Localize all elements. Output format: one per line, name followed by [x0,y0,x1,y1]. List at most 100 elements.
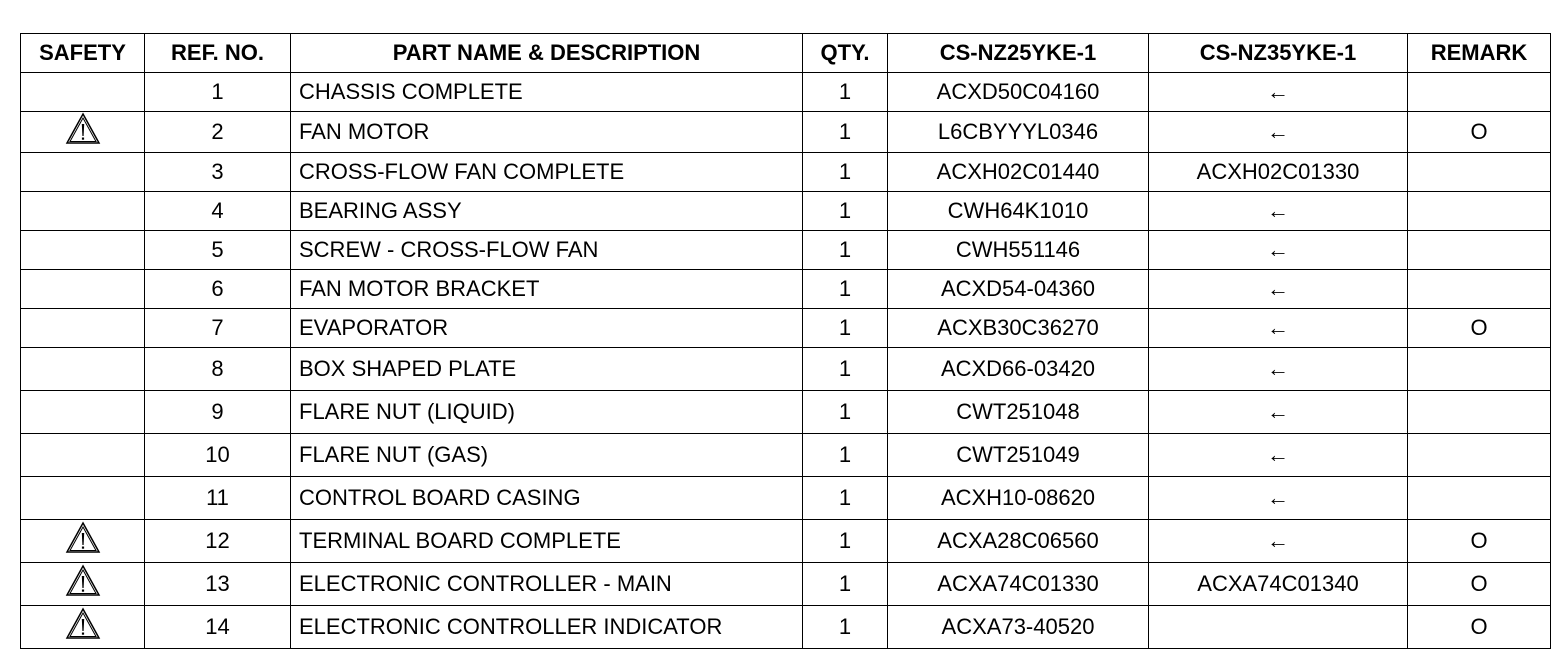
header-remark: REMARK [1407,33,1551,73]
ref-no-cell: 5 [144,230,291,270]
header-qty: QTY. [802,33,888,73]
safety-cell [20,433,145,477]
remark-cell [1407,390,1551,434]
cs-nz35-part-no-cell: ← [1148,111,1408,153]
safety-cell [20,72,145,112]
safety-cell [20,562,145,606]
safety-cell [20,191,145,231]
qty-cell: 1 [802,152,888,192]
cs-nz35-part-no-cell: ACXH02C01330 [1148,152,1408,192]
cs-nz35-part-no-cell: ← [1148,72,1408,112]
cs-nz25-part-no-cell: ACXH10-08620 [887,476,1149,520]
table-row: 6 FAN MOTOR BRACKET 1 ACXD54-04360 ← [20,269,1551,309]
part-name-cell: FAN MOTOR BRACKET [290,269,803,309]
part-name-cell: CROSS-FLOW FAN COMPLETE [290,152,803,192]
remark-cell: O [1407,605,1551,649]
cs-nz35-part-no-cell: ← [1148,269,1408,309]
table-row: 13 ELECTRONIC CONTROLLER - MAIN 1 ACXA74C01… [20,562,1551,606]
qty-cell: 1 [802,72,888,112]
safety-warning-icon [65,607,101,647]
cs-nz35-part-no-cell: ← [1148,519,1408,563]
qty-cell: 1 [802,562,888,606]
part-name-cell: SCREW - CROSS-FLOW FAN [290,230,803,270]
remark-cell [1407,433,1551,477]
cs-nz35-part-no-cell: ← [1148,191,1408,231]
cs-nz35-part-no-cell: ← [1148,347,1408,391]
cs-nz35-part-no-cell: ← [1148,230,1408,270]
qty-cell: 1 [802,230,888,270]
safety-cell [20,605,145,649]
part-name-cell: FLARE NUT (LIQUID) [290,390,803,434]
cs-nz25-part-no-cell: ACXD66-03420 [887,347,1149,391]
safety-cell [20,269,145,309]
cs-nz35-part-no-cell: ← [1148,476,1408,520]
safety-cell [20,347,145,391]
remark-cell: O [1407,111,1551,153]
table-row: 9 FLARE NUT (LIQUID) 1 CWT251048 ← [20,390,1551,434]
cs-nz25-part-no-cell: ACXA28C06560 [887,519,1149,563]
header-part-name: PART NAME & DESCRIPTION [290,33,803,73]
part-name-cell: ELECTRONIC CONTROLLER - MAIN [290,562,803,606]
remark-cell [1407,152,1551,192]
cs-nz25-part-no-cell: ACXH02C01440 [887,152,1149,192]
cs-nz25-part-no-cell: ACXA73-40520 [887,605,1149,649]
qty-cell: 1 [802,269,888,309]
header-ref-no: REF. NO. [144,33,291,73]
ref-no-cell: 11 [144,476,291,520]
ref-no-cell: 10 [144,433,291,477]
cs-nz35-part-no-cell: ← [1148,308,1408,348]
ref-no-cell: 12 [144,519,291,563]
cs-nz25-part-no-cell: CWT251049 [887,433,1149,477]
cs-nz25-part-no-cell: CWH64K1010 [887,191,1149,231]
remark-cell [1407,347,1551,391]
cs-nz25-part-no-cell: ACXD50C04160 [887,72,1149,112]
header-cs-nz35: CS-NZ35YKE-1 [1148,33,1408,73]
part-name-cell: FAN MOTOR [290,111,803,153]
cs-nz35-part-no-cell [1148,605,1408,649]
cs-nz25-part-no-cell: L6CBYYYL0346 [887,111,1149,153]
safety-cell [20,390,145,434]
remark-cell: O [1407,308,1551,348]
ref-no-cell: 6 [144,269,291,309]
part-name-cell: BEARING ASSY [290,191,803,231]
qty-cell: 1 [802,605,888,649]
table-row: 3 CROSS-FLOW FAN COMPLETE 1 ACXH02C01440 ACX… [20,152,1551,192]
ref-no-cell: 13 [144,562,291,606]
table-row: 8 BOX SHAPED PLATE 1 ACXD66-03420 ← [20,347,1551,391]
table-row: 2 FAN MOTOR 1 L6CBYYYL0346 ← O [20,111,1551,153]
safety-cell [20,476,145,520]
remark-cell [1407,269,1551,309]
remark-cell [1407,230,1551,270]
qty-cell: 1 [802,390,888,434]
remark-cell [1407,476,1551,520]
table-row: 14 ELECTRONIC CONTROLLER INDICATOR 1 ACXA73… [20,605,1551,649]
part-name-cell: CONTROL BOARD CASING [290,476,803,520]
part-name-cell: EVAPORATOR [290,308,803,348]
safety-cell [20,152,145,192]
part-name-cell: TERMINAL BOARD COMPLETE [290,519,803,563]
remark-cell [1407,191,1551,231]
header-safety: SAFETY [20,33,145,73]
cs-nz25-part-no-cell: ACXB30C36270 [887,308,1149,348]
remark-cell: O [1407,562,1551,606]
safety-warning-icon [65,521,101,561]
qty-cell: 1 [802,347,888,391]
cs-nz35-part-no-cell: ← [1148,390,1408,434]
qty-cell: 1 [802,308,888,348]
cs-nz25-part-no-cell: CWT251048 [887,390,1149,434]
ref-no-cell: 3 [144,152,291,192]
parts-list-table: SAFETY REF. NO. PART NAME & DESCRIPTION … [20,33,1551,649]
table-row: 1 CHASSIS COMPLETE 1 ACXD50C04160 ← [20,72,1551,112]
header-row: SAFETY REF. NO. PART NAME & DESCRIPTION … [20,33,1551,73]
table-row: 7 EVAPORATOR 1 ACXB30C36270 ← O [20,308,1551,348]
ref-no-cell: 4 [144,191,291,231]
safety-cell [20,308,145,348]
qty-cell: 1 [802,111,888,153]
ref-no-cell: 1 [144,72,291,112]
safety-warning-icon [65,564,101,604]
table-row: 5 SCREW - CROSS-FLOW FAN 1 CWH551146 ← [20,230,1551,270]
qty-cell: 1 [802,476,888,520]
part-name-cell: FLARE NUT (GAS) [290,433,803,477]
ref-no-cell: 14 [144,605,291,649]
ref-no-cell: 9 [144,390,291,434]
